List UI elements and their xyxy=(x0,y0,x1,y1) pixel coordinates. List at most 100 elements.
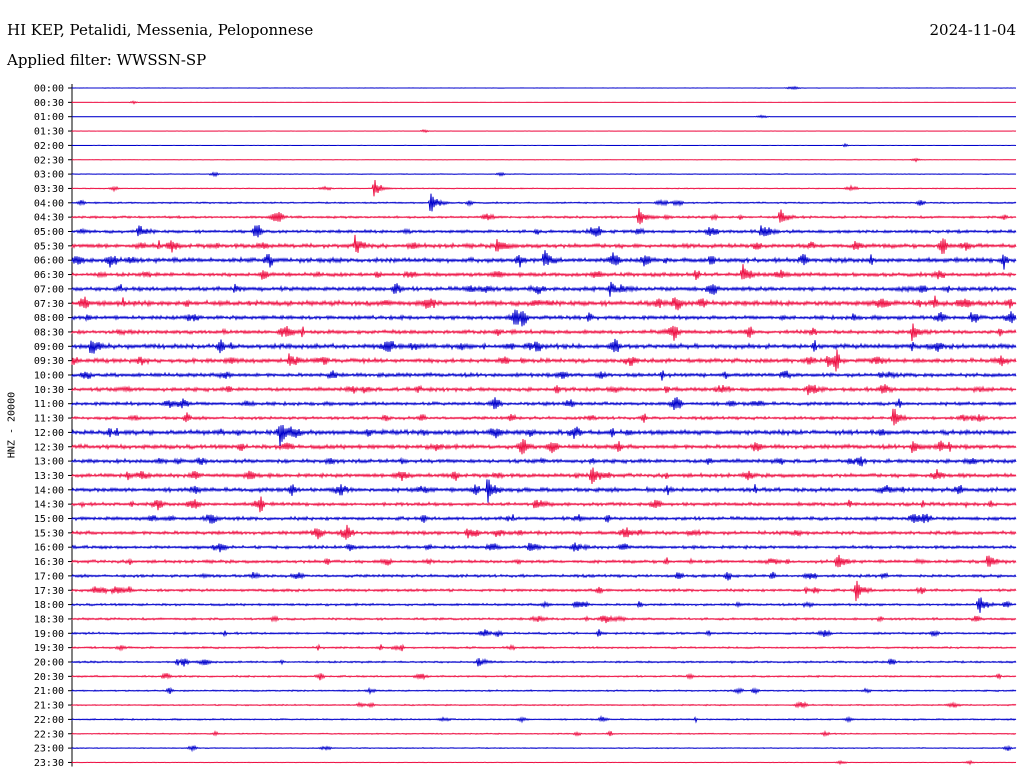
time-tick-label: 06:30 xyxy=(34,270,64,281)
trace-row-0600 xyxy=(71,250,1017,270)
time-tick-label: 00:00 xyxy=(34,84,64,95)
time-tick-label: 15:30 xyxy=(34,528,64,539)
time-tick-label: 22:00 xyxy=(34,715,64,726)
trace-row-1230 xyxy=(71,438,1017,455)
trace-row-1430 xyxy=(71,496,1017,513)
time-tick-label: 01:30 xyxy=(34,127,64,138)
time-tick-label: 17:30 xyxy=(34,586,64,597)
time-tick-label: 02:30 xyxy=(34,155,64,166)
time-tick-label: 14:00 xyxy=(34,485,64,496)
trace-row-0230 xyxy=(71,157,1017,163)
trace-row-1700 xyxy=(71,571,1017,581)
time-tick-label: 13:30 xyxy=(34,471,64,482)
trace-row-1400 xyxy=(71,479,1017,503)
time-tick-label: 03:30 xyxy=(34,184,64,195)
time-tick-label: 18:30 xyxy=(34,614,64,625)
time-tick-label: 16:00 xyxy=(34,543,64,554)
time-tick-label: 17:00 xyxy=(34,571,64,582)
trace-row-0500 xyxy=(71,225,1017,238)
time-tick-label: 21:00 xyxy=(34,686,64,697)
trace-row-1030 xyxy=(71,384,1017,396)
time-tick-label: 04:00 xyxy=(34,198,64,209)
trace-row-0100 xyxy=(71,114,1017,119)
time-tick-label: 18:00 xyxy=(34,600,64,611)
trace-row-2200 xyxy=(71,715,1017,724)
trace-row-1000 xyxy=(71,370,1017,381)
trace-row-1830 xyxy=(71,614,1017,624)
trace-row-0130 xyxy=(71,129,1017,134)
time-tick-label: 05:30 xyxy=(34,241,64,252)
trace-row-0200 xyxy=(71,142,1017,148)
trace-row-1930 xyxy=(71,643,1017,652)
trace-row-1130 xyxy=(71,408,1017,426)
trace-row-0030 xyxy=(71,100,1017,105)
time-tick-label: 06:00 xyxy=(34,256,64,267)
trace-row-2330 xyxy=(71,759,1017,766)
time-tick-label: 11:30 xyxy=(34,414,64,425)
time-tick-label: 14:30 xyxy=(34,500,64,511)
trace-row-0400 xyxy=(71,193,1017,212)
trace-row-0300 xyxy=(71,171,1017,178)
trace-row-1530 xyxy=(71,524,1017,540)
trace-row-0330 xyxy=(71,180,1017,197)
time-tick-label: 08:00 xyxy=(34,313,64,324)
trace-row-1800 xyxy=(71,597,1017,613)
trace-row-0430 xyxy=(71,208,1017,225)
time-tick-label: 19:30 xyxy=(34,643,64,654)
trace-row-0630 xyxy=(71,264,1017,280)
time-tick-label: 23:00 xyxy=(34,744,64,755)
trace-row-0830 xyxy=(71,323,1017,342)
time-tick-label: 03:00 xyxy=(34,170,64,181)
trace-row-0930 xyxy=(71,349,1017,372)
time-tick-label: 11:00 xyxy=(34,399,64,410)
time-tick-label: 23:30 xyxy=(34,758,64,769)
trace-row-1300 xyxy=(71,456,1017,467)
time-tick-label: 00:30 xyxy=(34,98,64,109)
time-tick-label: 12:30 xyxy=(34,442,64,453)
trace-row-1100 xyxy=(71,397,1017,410)
trace-row-0530 xyxy=(71,234,1017,255)
time-tick-label: 05:00 xyxy=(34,227,64,238)
trace-row-0800 xyxy=(71,309,1017,327)
time-tick-label: 01:00 xyxy=(34,112,64,123)
trace-row-2100 xyxy=(71,686,1017,695)
trace-row-2130 xyxy=(71,701,1017,709)
time-tick-label: 22:30 xyxy=(34,729,64,740)
trace-row-1730 xyxy=(71,580,1017,602)
trace-row-0900 xyxy=(71,338,1017,354)
trace-row-0700 xyxy=(71,281,1017,297)
time-tick-label: 16:30 xyxy=(34,557,64,568)
time-tick-label: 13:00 xyxy=(34,457,64,468)
trace-row-2230 xyxy=(71,730,1017,738)
time-tick-label: 10:00 xyxy=(34,371,64,382)
time-tick-label: 02:00 xyxy=(34,141,64,152)
date-label: 2024-11-04 xyxy=(929,21,1016,39)
time-tick-label: 07:30 xyxy=(34,299,64,310)
time-tick-label: 19:00 xyxy=(34,629,64,640)
trace-row-2300 xyxy=(71,744,1017,753)
time-tick-label: 20:00 xyxy=(34,658,64,669)
time-tick-label: 20:30 xyxy=(34,672,64,683)
trace-row-1600 xyxy=(71,542,1017,553)
time-tick-label: 04:30 xyxy=(34,213,64,224)
filter-label: Applied filter: WWSSN-SP xyxy=(7,51,207,69)
trace-row-1500 xyxy=(71,513,1017,524)
time-tick-label: 08:30 xyxy=(34,327,64,338)
time-tick-label: 21:30 xyxy=(34,701,64,712)
trace-row-1900 xyxy=(71,629,1017,638)
time-tick-label: 09:30 xyxy=(34,356,64,367)
time-tick-label: 12:00 xyxy=(34,428,64,439)
trace-row-0000 xyxy=(71,85,1017,91)
trace-row-1330 xyxy=(71,467,1017,484)
station-title: HI KEP, Petalidi, Messenia, Peloponnese xyxy=(7,21,314,39)
time-tick-label: 15:00 xyxy=(34,514,64,525)
trace-row-1630 xyxy=(71,554,1017,568)
time-tick-label: 10:30 xyxy=(34,385,64,396)
trace-row-0730 xyxy=(71,295,1017,311)
time-tick-label: 07:00 xyxy=(34,284,64,295)
trace-row-1200 xyxy=(71,425,1017,446)
trace-row-2030 xyxy=(71,672,1017,681)
time-tick-label: 09:00 xyxy=(34,342,64,353)
trace-row-2000 xyxy=(71,657,1017,667)
